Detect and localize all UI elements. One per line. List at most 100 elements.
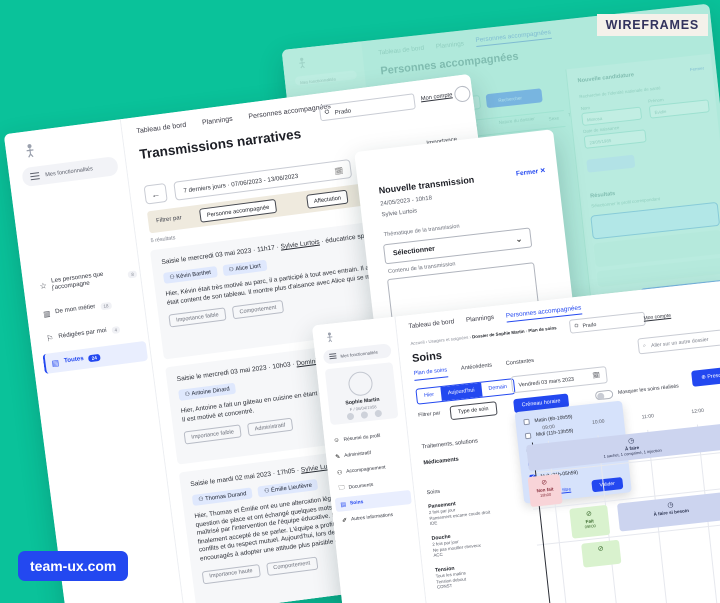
app-logo-icon <box>26 144 34 158</box>
tab-plan-de-soins[interactable]: Plan de soins <box>413 367 448 381</box>
day-segment-control[interactable]: Hier Aujourd'hui Demain <box>415 378 516 405</box>
care-menu-label: Mes fonctionnalités <box>340 349 379 359</box>
care-item-tension: Tension Tous les matins Tension debout C… <box>435 557 533 590</box>
person-icon: ⚇ <box>336 469 343 477</box>
facility-selector[interactable]: ⛭ Prado <box>318 93 416 122</box>
main-menu-label: Mes fonctionnalités <box>44 165 94 178</box>
check-icon: ⊘ <box>597 545 605 554</box>
hide-done-toggle[interactable] <box>594 389 614 401</box>
results-count: 5 résultats <box>150 235 176 245</box>
facility-selector-label: Prado <box>334 106 352 117</box>
care-item-douche: Douche 2 fois par jour Ne pas mouiller c… <box>431 526 529 559</box>
timeline-hour-3: 12:00 <box>691 407 705 416</box>
prescription-button-label: Prescription <box>707 371 720 381</box>
segment-aujourdhui[interactable]: Aujourd'hui <box>440 382 483 402</box>
main-topnav: Tableau de bord Plannings Personnes acco… <box>136 103 331 135</box>
care-page-title: Soins <box>411 349 443 365</box>
building-icon: ⛭ <box>574 323 579 330</box>
prev-period-button[interactable]: ← <box>143 182 168 205</box>
modal-theme-value: Sélectionner <box>392 245 436 258</box>
segment-hier[interactable]: Hier <box>423 391 435 399</box>
modal-date: 24/05/2023 - 10h18 <box>380 195 433 208</box>
search-icon: ⌕ <box>642 342 647 349</box>
care-sidebar-label-4: Soins <box>349 499 364 507</box>
window-transmissions-narratives[interactable]: Mes fonctionnalités ☆ Les personnes que … <box>3 73 535 603</box>
segment-demain[interactable]: Demain <box>488 383 508 392</box>
timeline-event-5[interactable]: ⊘ <box>581 539 622 568</box>
timeline-event-2[interactable]: ⊘ Fait 09h00 <box>569 504 611 539</box>
care-sidebar-label-2: Accompagnement <box>346 465 386 475</box>
filter-label: Filtrer par <box>155 214 183 224</box>
hamburger-icon <box>329 353 337 356</box>
care-filter-label: Filtrer par <box>417 410 441 419</box>
care-filter-chip-type[interactable]: Type de soin <box>449 401 498 421</box>
timeline-hour-1: 10:00 <box>591 418 605 426</box>
filter-chip-personne[interactable]: Personne accompagnée <box>198 198 277 223</box>
care-sidebar-label-0: Résumé du profil <box>343 433 381 443</box>
entry-foot-0-0[interactable]: Importance faible <box>168 307 227 328</box>
avatar[interactable] <box>453 84 472 103</box>
sidebar-count-2: 4 <box>111 325 121 334</box>
prescription-button[interactable]: ⊕ Prescription <box>690 365 720 387</box>
entry-foot-2-1[interactable]: Comportement <box>265 556 318 576</box>
care-sidebar-label-3: Documents <box>348 482 374 491</box>
account-link[interactable]: Mon compte <box>420 92 453 103</box>
care-facility-label: Prado <box>582 321 597 330</box>
filter-chip-affectation[interactable]: Affectation <box>306 189 349 209</box>
care-timeline[interactable]: 09:00 10:00 11:00 12:00 ◷ À faire 1 sach… <box>524 399 720 603</box>
main-nav-0[interactable]: Tableau de bord <box>136 121 187 136</box>
entry-foot-0-1[interactable]: Comportement <box>231 300 285 320</box>
folder-icon: 🗀 <box>338 485 346 492</box>
tab-constantes[interactable]: Constantes <box>505 357 535 367</box>
app-logo-icon <box>327 332 333 343</box>
document-icon: ▤ <box>51 357 60 368</box>
window-personnes-accompagnees[interactable]: Mes fonctionnalités Admissions Candidatu… <box>281 3 720 339</box>
avatar <box>347 370 374 397</box>
patient-profile-card[interactable]: Sophie Martin F / 06/04/1958 <box>324 362 399 426</box>
sidebar-count-0: 8 <box>127 269 138 278</box>
care-nav-1[interactable]: Plannings <box>465 313 495 324</box>
arrow-left-icon: ← <box>150 188 161 200</box>
care-date-value: Vendredi 03 mars 2023 <box>518 376 575 389</box>
date-range-value: 7 derniers jours · 07/06/2023 - 13/06/20… <box>183 172 299 195</box>
chevron-down-icon: ⌄ <box>515 234 523 245</box>
bookmark-icon: ⚐ <box>45 333 55 344</box>
breadcrumb-0[interactable]: Accueil <box>410 339 425 347</box>
checkbox-icon[interactable] <box>523 418 530 426</box>
main-nav-1[interactable]: Plannings <box>201 115 234 127</box>
building-icon: ⛭ <box>324 109 330 116</box>
care-nav-0[interactable]: Tableau de bord <box>408 318 455 331</box>
entry-foot-2-0[interactable]: Importance haute <box>201 563 261 584</box>
hamburger-icon <box>29 171 40 175</box>
care-account-link[interactable]: Mon compte <box>643 312 672 322</box>
smiley-icon: ☺ <box>333 437 340 444</box>
entry-foot-1-1[interactable]: Administratif <box>246 417 294 437</box>
dossier-search-input[interactable]: ⌕ Aller sur un autre dossier <box>637 325 720 355</box>
modal-close-label: Fermer <box>515 168 539 178</box>
care-facility-selector[interactable]: ⛭ Prado <box>568 311 646 334</box>
treatments-label: Traitements, solutions <box>421 438 479 451</box>
care-icon: ▤ <box>340 501 347 509</box>
edit-icon: ✎ <box>334 453 341 461</box>
dossier-search-placeholder: Aller sur un autre dossier <box>650 336 709 349</box>
tab-antecedents[interactable]: Antécédents <box>460 362 493 372</box>
care-date-input[interactable]: Vendredi 03 mars 2023 🗓 <box>510 366 608 394</box>
modal-close-button[interactable]: Fermer ✕ <box>516 166 546 177</box>
breadcrumb-1[interactable]: Usagers et soignées <box>428 334 469 345</box>
breadcrumb-3: Plan de soins <box>528 325 557 334</box>
calendar-icon[interactable]: 🗓 <box>334 167 344 176</box>
breadcrumb-2[interactable]: Dossier de Sophie Martin <box>471 328 525 340</box>
window-soins[interactable]: Mes fonctionnalités Sophie Martin F / 06… <box>311 280 720 603</box>
sidebar-label-3: Toutes <box>63 355 85 365</box>
care-main: Tableau de bord Plannings Personnes acco… <box>395 280 720 603</box>
wireframes-badge: WIREFRAMES <box>596 14 708 36</box>
entry-foot-1-0[interactable]: Importance faible <box>183 424 242 445</box>
hide-done-label: Masquer les soins réalisés <box>617 383 680 396</box>
care-section-label: Soins <box>426 488 441 497</box>
sidebar-label-1: De mon métier <box>54 303 96 316</box>
close-icon: ✕ <box>539 167 546 175</box>
timeline-event-1[interactable]: ⊘ Non fait 18h00 <box>527 473 563 508</box>
care-item-pansement: Pansement 2 fois par jour Pansement esca… <box>428 494 526 527</box>
calendar-icon[interactable]: 🗓 <box>592 372 601 380</box>
